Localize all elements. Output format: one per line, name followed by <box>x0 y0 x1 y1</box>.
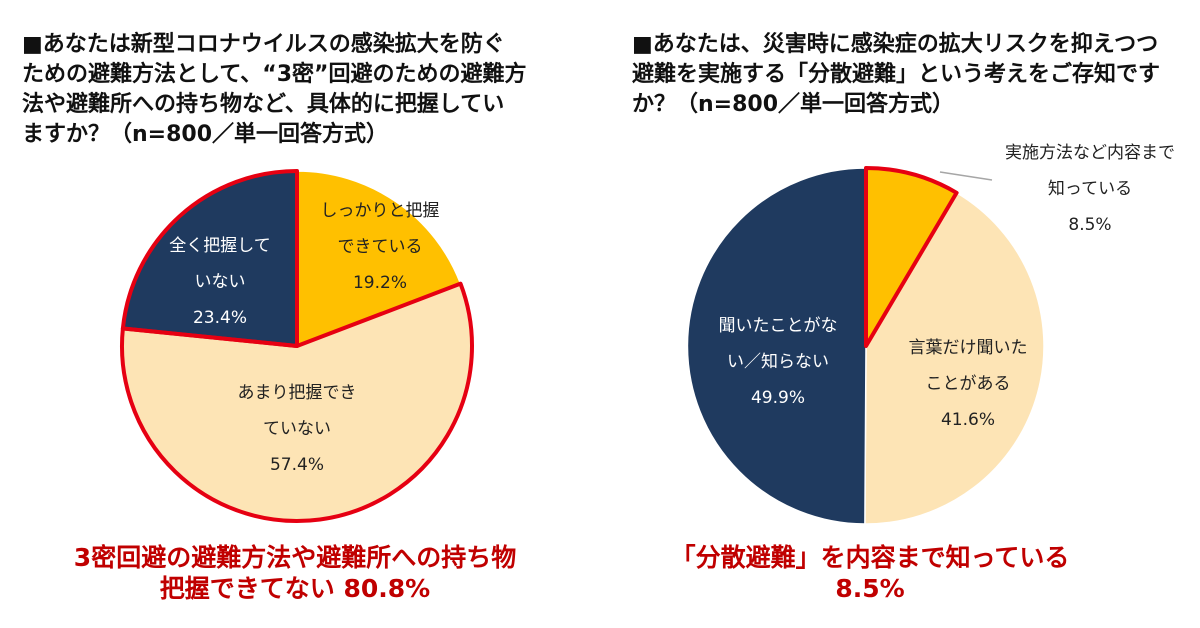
chart1-slice-2-outline <box>120 281 474 523</box>
chart2-slice-1-label: 実施方法など内容まで知っている 8.5% <box>1005 143 1175 235</box>
chart1-slice-1-label: しっかりと把握できている 19.2% <box>321 201 440 293</box>
chart2-slice-3-label: 聞いたことがない／知らない 49.9% <box>719 316 838 408</box>
chart2-slice-3 <box>686 167 867 525</box>
chart2-slice-1-outline <box>864 166 959 348</box>
chart1-slice-3-label: 全く把握していない 23.4% <box>169 236 271 328</box>
chart2-callout-line <box>939 171 993 181</box>
chart1-slice-1 <box>296 170 462 348</box>
chart2-slice-2-label: 言葉だけ聞いたことがある 41.6% <box>909 338 1028 430</box>
chart2-question-title: ■あなたは、災害時に感染症の拡大リスクを抑えつつ 避難を実施する「分散避難」とい… <box>632 32 1161 117</box>
chart2-summary-caption: 「分散避難」を内容まで知っている 8.5% <box>670 543 1070 603</box>
chart1-summary-caption: 3密回避の避難方法や避難所への持ち物 把握できてない 80.8% <box>73 543 517 603</box>
chart1-question-title: ■あなたは新型コロナウイルスの感染拡大を防ぐ ための避難方法として、“3密”回避… <box>22 32 527 147</box>
chart1-slice-3-outline <box>120 169 299 348</box>
chart1-slice-2-label: あまり把握できていない 57.4% <box>238 383 357 475</box>
